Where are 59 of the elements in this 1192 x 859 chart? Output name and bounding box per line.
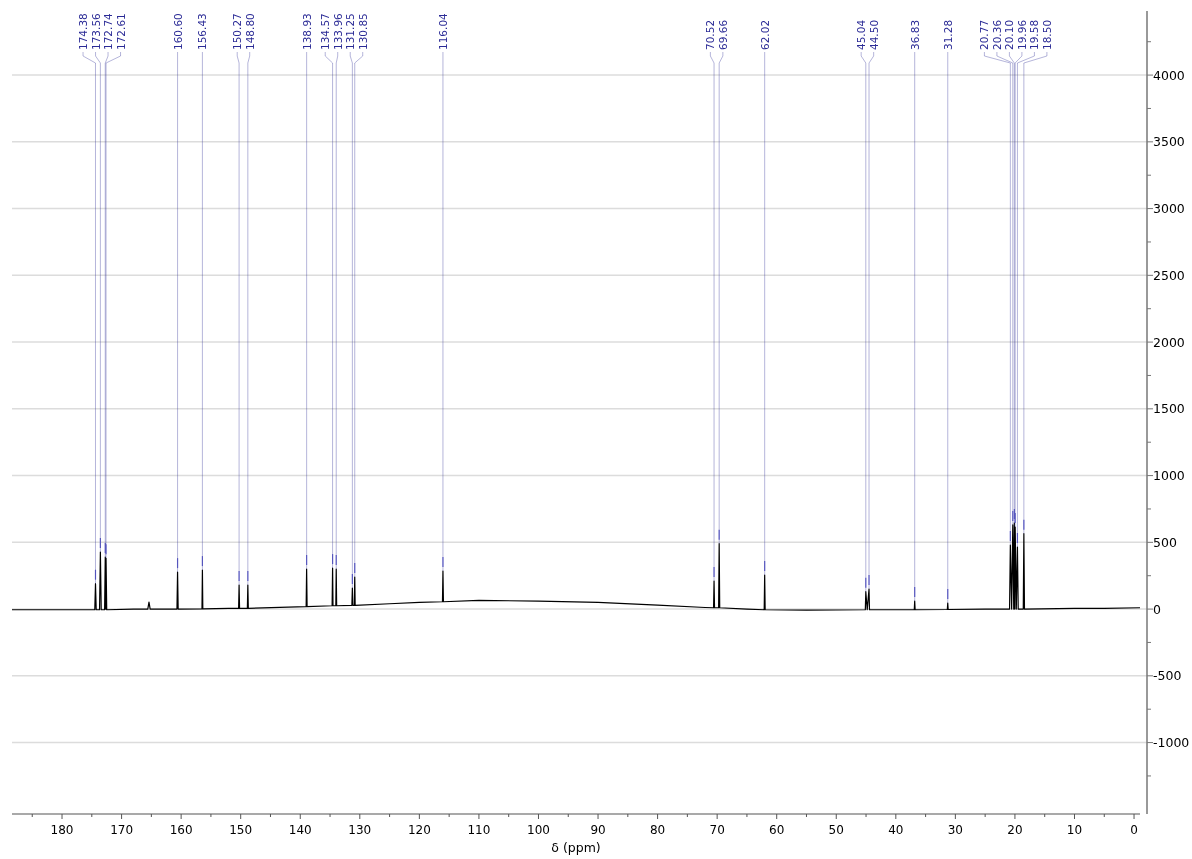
x-tick-label: 110 (467, 823, 491, 837)
annotation: 36.83 (908, 19, 921, 50)
y-tick-label: -500 (1153, 668, 1182, 684)
annotation: 18.50 (1040, 19, 1053, 50)
annotation: 44.50 (867, 19, 880, 50)
y-tick-label: 1000 (1153, 468, 1185, 484)
x-tick-label: 0 (1130, 823, 1138, 837)
annotation: 20.10 (1003, 19, 1016, 50)
annotation: 31.28 (941, 19, 954, 50)
x-tick-label: 170 (110, 823, 134, 837)
annotation: 19.58 (1028, 19, 1041, 50)
x-tick-label: 90 (590, 823, 606, 837)
y-tick-label: 2000 (1153, 334, 1185, 350)
annotation: 20.77 (978, 19, 991, 50)
annotation: 116.04 (436, 12, 449, 50)
x-tick-label: 10 (1066, 823, 1083, 837)
y-tick-label: 4000 (1153, 67, 1185, 83)
y-tick-label: 3500 (1153, 134, 1185, 150)
x-tick-label: 50 (828, 823, 844, 837)
x-axis-title: δ (ppm) (551, 840, 601, 855)
annotation: 131.25 (344, 13, 357, 50)
annotation: 69.66 (716, 19, 729, 50)
annotation: 138.93 (300, 13, 313, 50)
x-tick-label: 60 (769, 823, 785, 837)
annotation: 173.56 (89, 12, 102, 50)
annotation: 174.38 (77, 13, 90, 50)
y-tick-label: 2500 (1153, 267, 1185, 283)
annotation: 45.04 (855, 19, 868, 50)
annotation: 160.60 (171, 13, 184, 50)
x-tick-label: 30 (947, 823, 964, 837)
annotation: 19.96 (1015, 19, 1028, 50)
x-tick-label: 20 (1007, 823, 1023, 837)
x-tick-label: 130 (348, 823, 372, 837)
y-tick-label: -1000 (1153, 735, 1190, 751)
x-tick-label: 80 (649, 823, 666, 837)
x-tick-label: 160 (169, 823, 193, 837)
x-tick-label: 180 (50, 823, 74, 837)
annotation: 62.02 (758, 19, 771, 50)
annotation: 70.52 (704, 19, 717, 50)
y-tick-label: 1500 (1153, 401, 1185, 417)
annotation: 150.27 (231, 13, 244, 50)
x-tick-label: 140 (288, 823, 312, 837)
y-tick-label: 3000 (1153, 201, 1185, 217)
annotation: 130.85 (356, 13, 369, 50)
annotation: 20.36 (990, 19, 1003, 50)
x-tick-label: 150 (229, 823, 253, 837)
y-tick-label: 500 (1153, 534, 1177, 550)
line-series (11, 522, 1141, 611)
x-tick-label: 100 (527, 823, 550, 837)
annotation: 148.80 (243, 13, 256, 50)
x-tick-label: 40 (888, 823, 904, 837)
annotation: 156.43 (196, 13, 209, 50)
x-tick-label: 70 (709, 823, 725, 837)
annotation: 133.96 (331, 12, 344, 50)
annotation: 134.57 (319, 13, 332, 50)
annotation: 172.61 (114, 13, 127, 50)
y-tick-label: 0 (1153, 601, 1161, 617)
x-tick-label: 120 (407, 823, 431, 837)
annotation: 172.74 (102, 12, 115, 50)
